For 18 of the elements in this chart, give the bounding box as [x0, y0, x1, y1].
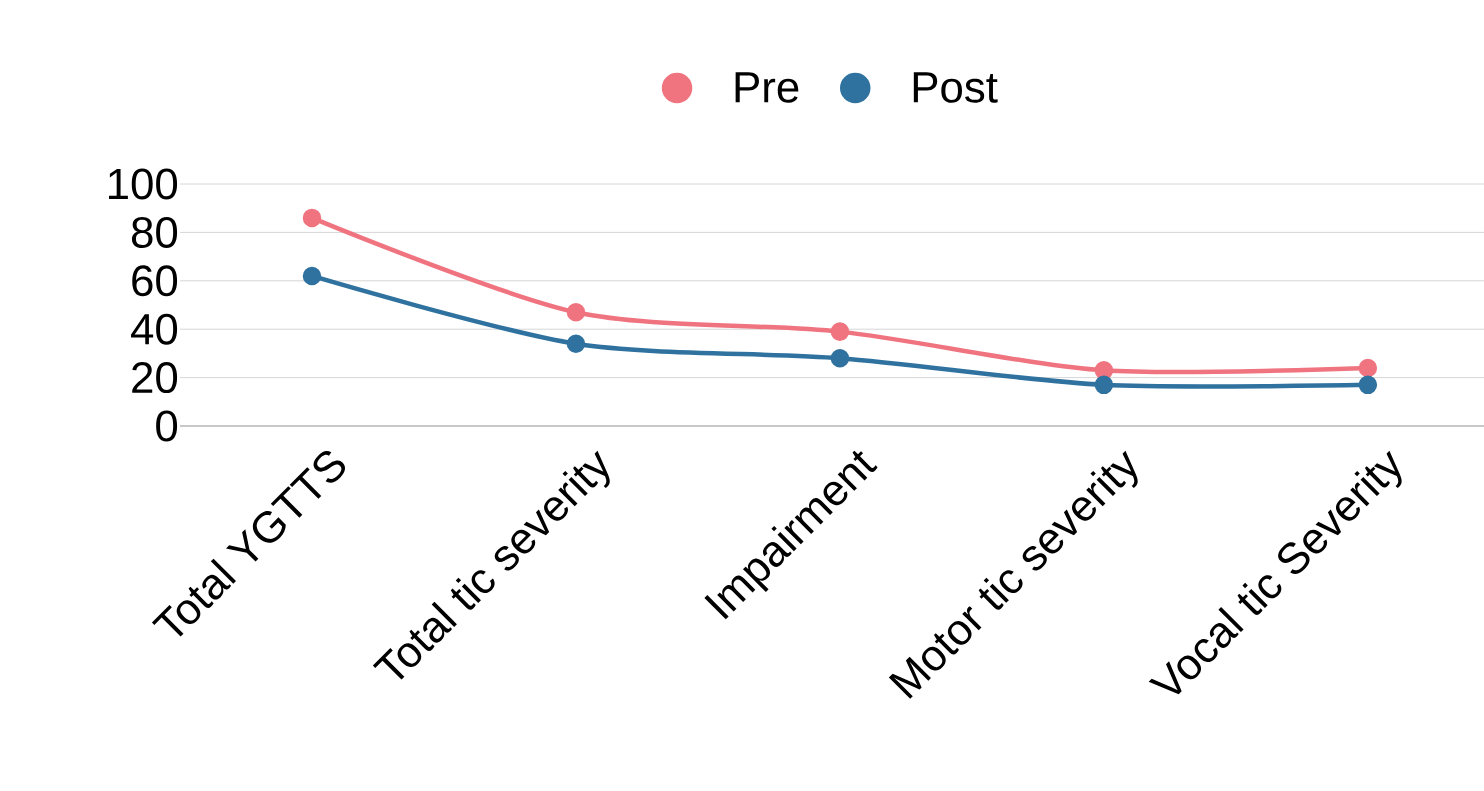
y-tick-label: 80 [131, 216, 178, 248]
point [1094, 361, 1114, 380]
point [566, 334, 586, 353]
point [830, 348, 850, 368]
point [830, 322, 850, 341]
point [302, 266, 322, 286]
y-tick-label: 60 [132, 265, 178, 297]
y-tick-label: 40 [131, 313, 178, 345]
y-tick-label: 100 [109, 168, 178, 200]
y-tick-label: 20 [132, 362, 178, 394]
point [1358, 358, 1378, 378]
point [1358, 375, 1378, 395]
point [302, 208, 322, 228]
point [1094, 375, 1114, 395]
legend-label: Pre [735, 72, 799, 103]
y-tick-label: 0 [156, 410, 178, 442]
legend-label: Post [913, 72, 998, 103]
point [566, 303, 586, 322]
